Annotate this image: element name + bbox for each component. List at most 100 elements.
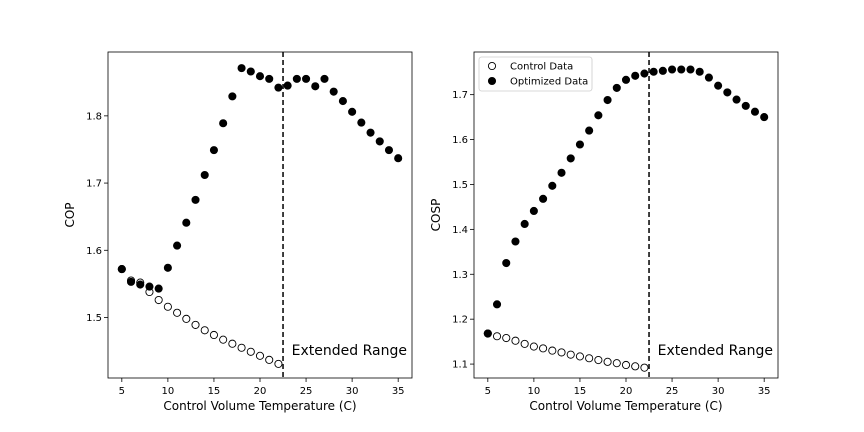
y-tick-label: 1.7	[86, 179, 102, 190]
optimized-data-point	[539, 194, 548, 203]
control-data-point	[640, 363, 649, 372]
x-tick-label: 5	[485, 386, 491, 397]
control-data-point	[255, 351, 265, 360]
optimized-data-point	[357, 118, 366, 127]
extended-range-annotation: Extended Range	[292, 343, 407, 359]
y-tick-label: 1.1	[452, 360, 468, 371]
optimized-data-point	[695, 67, 704, 76]
optimized-data-point	[631, 71, 640, 80]
x-tick-label: 20	[254, 386, 267, 397]
control-data-point	[566, 350, 575, 359]
x-tick-label: 30	[346, 386, 359, 397]
optimized-data-point	[384, 146, 394, 155]
control-data-point	[228, 339, 237, 348]
control-data-point	[594, 355, 603, 365]
optimized-data-point	[529, 206, 538, 216]
control-data-point	[154, 295, 163, 305]
optimized-data-point	[686, 65, 695, 74]
control-data-point	[173, 308, 182, 317]
y-tick-label: 1.8	[86, 111, 102, 122]
optimized-data-point	[483, 329, 492, 338]
control-data-point	[529, 342, 538, 351]
optimized-data-point	[311, 82, 320, 91]
legend: Control Data Optimized Data	[478, 56, 593, 92]
optimized-data-point	[117, 265, 126, 274]
optimized-data-point	[621, 75, 631, 84]
x-tick-label: 5	[119, 386, 125, 397]
optimized-data-point	[154, 284, 163, 293]
y-tick-label: 1.6	[452, 135, 468, 146]
optimized-data-point	[163, 263, 172, 272]
chart-panel-1: 5 10 15 20 25 30 35 1.5 1.6 1.7 1.8 Control Volume …	[63, 51, 413, 413]
optimized-data-point	[375, 137, 384, 146]
optimized-data-point	[191, 195, 200, 204]
control-data-point	[575, 352, 584, 361]
control-data-point	[246, 347, 255, 356]
optimized-data-point	[649, 67, 658, 76]
control-data-point	[265, 355, 274, 364]
optimized-data-point	[274, 83, 283, 92]
optimized-data-point	[612, 83, 621, 92]
y-tick-label: 1.3	[452, 270, 468, 281]
optimized-data-point	[302, 74, 311, 83]
x-tick-label: 15	[574, 386, 587, 397]
control-data-point	[621, 360, 631, 370]
optimized-data-point	[502, 258, 511, 268]
optimized-data-point	[145, 282, 154, 291]
optimized-data-point	[292, 74, 301, 83]
optimized-data-point	[338, 97, 347, 106]
control-data-point	[585, 354, 594, 363]
control-data-point	[539, 344, 548, 353]
optimized-data-point	[760, 113, 769, 122]
optimized-data-point	[283, 81, 292, 90]
optimized-data-point	[255, 72, 265, 81]
optimized-data-point	[511, 237, 520, 246]
optimized-data-point	[732, 95, 741, 104]
optimized-data-point	[557, 168, 566, 177]
y-tick-label: 1.2	[452, 315, 468, 326]
optimized-data-point	[182, 218, 191, 227]
control-data-point	[520, 339, 529, 348]
control-data-point	[631, 362, 640, 371]
x-axis-label: Control Volume Temperature (C)	[163, 399, 356, 413]
optimized-data-point	[723, 88, 732, 97]
optimized-data-point	[394, 154, 403, 163]
optimized-data-point	[237, 64, 246, 73]
control-data-point	[492, 332, 502, 341]
extended-range-annotation: Extended Range	[658, 343, 773, 359]
y-axis-label: COP	[63, 202, 77, 227]
optimized-data-point	[658, 66, 667, 75]
control-data-point	[219, 335, 228, 344]
control-data-point	[548, 346, 557, 355]
y-tick-label: 1.4	[452, 225, 468, 236]
optimized-data-point	[228, 92, 237, 101]
legend-box	[478, 56, 593, 92]
control-data-point	[557, 348, 566, 357]
optimized-data-point	[640, 69, 649, 78]
legend-control-label: Control Data	[510, 62, 573, 73]
x-axis-label: Control Volume Temperature (C)	[529, 399, 722, 413]
x-tick-label: 25	[300, 386, 313, 397]
x-tick-label: 15	[208, 386, 221, 397]
series-optimized	[117, 64, 403, 293]
optimized-data-point	[209, 146, 218, 155]
y-axis-label: COSP	[429, 199, 443, 232]
optimized-data-point	[741, 101, 750, 110]
optimized-data-point	[265, 74, 274, 83]
optimized-data-point	[320, 74, 329, 83]
y-tick-label: 1.5	[86, 313, 102, 324]
x-tick-label: 30	[712, 386, 725, 397]
optimized-data-point	[750, 107, 760, 116]
control-data-point	[209, 330, 218, 340]
control-data-point	[502, 333, 511, 343]
optimized-data-point	[492, 300, 502, 309]
optimized-data-point	[704, 73, 713, 82]
x-tick-label: 10	[528, 386, 541, 397]
control-data-point	[191, 320, 200, 329]
optimized-data-point	[520, 219, 529, 229]
legend-control-marker	[487, 61, 497, 71]
optimized-data-point	[136, 280, 145, 289]
